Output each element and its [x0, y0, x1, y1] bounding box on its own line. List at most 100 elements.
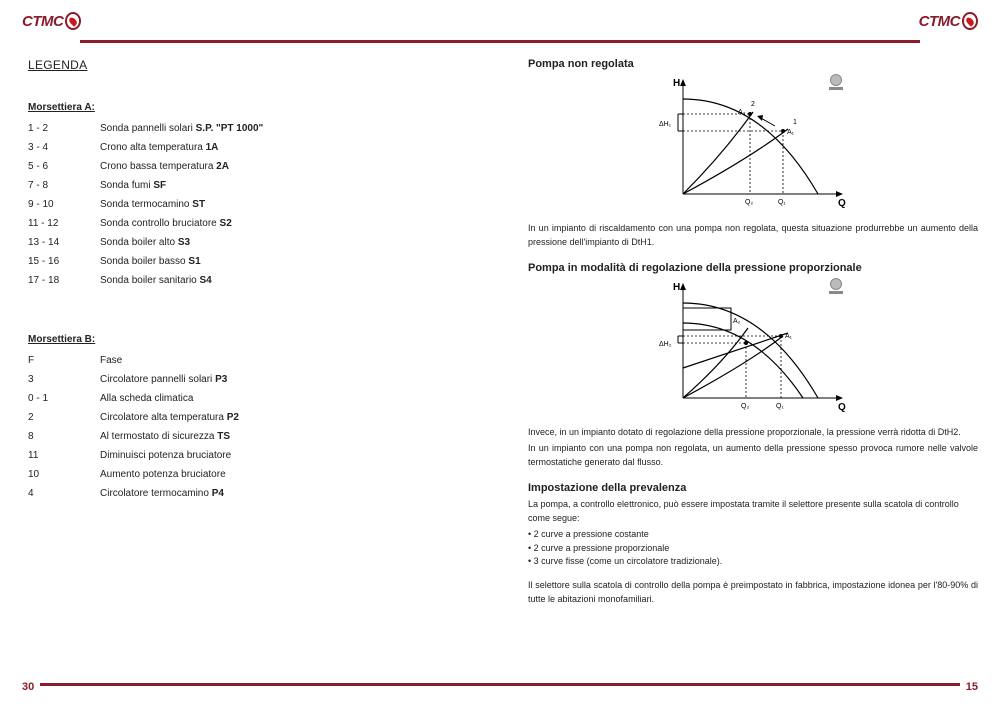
paragraph-3b: come segue:: [528, 512, 978, 526]
page-number: 30: [22, 681, 34, 693]
terminal-row: 8Al termostato di sicurezza TS: [28, 427, 478, 446]
terminal-key: 9 - 10: [28, 195, 100, 214]
terminal-row: 17 - 18Sonda boiler sanitario S4: [28, 271, 478, 290]
terminal-row: 3 - 4Crono alta temperatura 1A: [28, 138, 478, 157]
terminal-row: 7 - 8Sonda fumi SF: [28, 176, 478, 195]
bullet-item: • 2 curve a pressione costante: [528, 528, 978, 542]
terminal-row: 13 - 14Sonda boiler alto S3: [28, 233, 478, 252]
svg-text:Q₂: Q₂: [741, 403, 749, 410]
terminal-value: Crono alta temperatura 1A: [100, 138, 218, 157]
terminal-value: Aumento potenza bruciatore: [100, 465, 226, 484]
terminal-row: 11Diminuisci potenza bruciatore: [28, 446, 478, 465]
svg-text:A₂: A₂: [733, 318, 741, 325]
paragraph-4: Il selettore sulla scatola di controllo …: [528, 579, 978, 607]
terminal-key: 11: [28, 446, 100, 465]
terminal-value: Sonda boiler sanitario S4: [100, 271, 212, 290]
terminal-value: Sonda boiler alto S3: [100, 233, 190, 252]
terminal-key: 13 - 14: [28, 233, 100, 252]
svg-text:1: 1: [793, 119, 797, 126]
svg-text:A₂: A₂: [738, 109, 746, 116]
page-left: CTMC LEGENDA Morsettiera A: 1 - 2Sonda p…: [0, 0, 500, 708]
right-content: Pompa non regolata H Q 2 1: [528, 58, 978, 668]
brand-logo: CTMC: [22, 12, 81, 30]
terminal-key: F: [28, 351, 100, 370]
terminal-row: 5 - 6Crono bassa temperatura 2A: [28, 157, 478, 176]
brand-text: CTMC: [22, 13, 63, 30]
flame-icon: [962, 12, 978, 30]
brand-text: CTMC: [919, 13, 960, 30]
footer-rule: [40, 683, 500, 686]
heading-unregulated: Pompa non regolata: [528, 58, 978, 70]
terminal-value: Circolatore termocamino P4: [100, 484, 224, 503]
terminal-row: 0 - 1Alla scheda climatica: [28, 389, 478, 408]
terminal-a-list: 1 - 2Sonda pannelli solari S.P. "PT 1000…: [28, 119, 478, 290]
terminal-value: Diminuisci potenza bruciatore: [100, 446, 231, 465]
header-rule: [80, 40, 500, 43]
paragraph-1: In un impianto di riscaldamento con una …: [528, 222, 978, 250]
svg-text:ΔH₂: ΔH₂: [659, 341, 672, 348]
terminal-row: 15 - 16Sonda boiler basso S1: [28, 252, 478, 271]
terminal-row: 11 - 12Sonda controllo bruciatore S2: [28, 214, 478, 233]
svg-text:H: H: [673, 282, 680, 293]
terminal-key: 2: [28, 408, 100, 427]
terminal-key: 15 - 16: [28, 252, 100, 271]
section-b-title: Morsettiera B:: [28, 334, 478, 345]
bullet-item: • 3 curve fisse (come un circolatore tra…: [528, 555, 978, 569]
page-number: 15: [966, 681, 978, 693]
terminal-value: Fase: [100, 351, 122, 370]
terminal-value: Circolatore pannelli solari P3: [100, 370, 227, 389]
footer-rule: [500, 683, 960, 686]
svg-text:2: 2: [751, 101, 755, 108]
terminal-row: 1 - 2Sonda pannelli solari S.P. "PT 1000…: [28, 119, 478, 138]
pump-icon: [829, 278, 843, 296]
terminal-row: 9 - 10Sonda termocamino ST: [28, 195, 478, 214]
svg-text:A₁: A₁: [787, 129, 795, 136]
terminal-value: Sonda pannelli solari S.P. "PT 1000": [100, 119, 263, 138]
axis-q: Q: [838, 198, 846, 209]
heading-prevalenza: Impostazione della prevalenza: [528, 482, 978, 494]
terminal-value: Sonda controllo bruciatore S2: [100, 214, 232, 233]
pump-icon: [829, 74, 843, 92]
svg-text:ΔH₁: ΔH₁: [659, 121, 672, 128]
terminal-value: Crono bassa temperatura 2A: [100, 157, 229, 176]
svg-text:A₁: A₁: [785, 333, 793, 340]
terminal-key: 8: [28, 427, 100, 446]
terminal-value: Sonda fumi SF: [100, 176, 166, 195]
terminal-key: 11 - 12: [28, 214, 100, 233]
terminal-key: 10: [28, 465, 100, 484]
terminal-value: Sonda boiler basso S1: [100, 252, 201, 271]
terminal-value: Circolatore alta temperatura P2: [100, 408, 239, 427]
flame-icon: [65, 12, 81, 30]
paragraph-2b: In un impianto con una pompa non regolat…: [528, 442, 978, 470]
terminal-key: 17 - 18: [28, 271, 100, 290]
terminal-row: 4Circolatore termocamino P4: [28, 484, 478, 503]
chart-unregulated: H Q 2 1 A₁ A₂: [528, 74, 978, 214]
terminal-key: 1 - 2: [28, 119, 100, 138]
terminal-key: 5 - 6: [28, 157, 100, 176]
terminal-row: 3Circolatore pannelli solari P3: [28, 370, 478, 389]
svg-text:Q₁: Q₁: [776, 403, 784, 410]
terminal-key: 4: [28, 484, 100, 503]
terminal-row: 2Circolatore alta temperatura P2: [28, 408, 478, 427]
paragraph-3a: La pompa, a controllo elettronico, può e…: [528, 498, 978, 512]
terminal-b-list: FFase3Circolatore pannelli solari P30 - …: [28, 351, 478, 503]
terminal-value: Alla scheda climatica: [100, 389, 193, 408]
svg-text:Q: Q: [838, 402, 846, 413]
terminal-key: 0 - 1: [28, 389, 100, 408]
terminal-value: Sonda termocamino ST: [100, 195, 205, 214]
terminal-key: 3 - 4: [28, 138, 100, 157]
section-a-title: Morsettiera A:: [28, 102, 478, 113]
page-right: CTMC Pompa non regolata H Q: [500, 0, 1000, 708]
bullet-item: • 2 curve a pressione proporzionale: [528, 542, 978, 556]
page-title: LEGENDA: [28, 58, 478, 72]
terminal-key: 7 - 8: [28, 176, 100, 195]
header-rule: [500, 40, 920, 43]
paragraph-2a: Invece, in un impianto dotato di regolaz…: [528, 426, 978, 440]
terminal-row: 10Aumento potenza bruciatore: [28, 465, 478, 484]
terminal-value: Al termostato di sicurezza TS: [100, 427, 230, 446]
svg-text:Q₁: Q₁: [778, 199, 786, 206]
terminal-key: 3: [28, 370, 100, 389]
terminal-row: FFase: [28, 351, 478, 370]
bullet-list: • 2 curve a pressione costante• 2 curve …: [528, 528, 978, 570]
heading-proportional: Pompa in modalità di regolazione della p…: [528, 262, 978, 274]
